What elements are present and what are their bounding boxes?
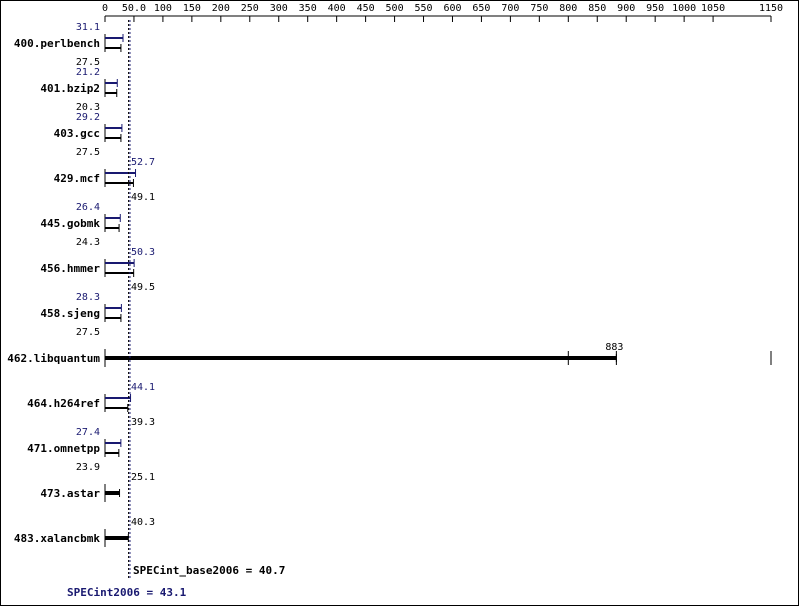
base-value-label: 27.5 xyxy=(76,147,100,158)
x-tick-label: 1050 xyxy=(701,3,725,14)
x-tick-label: 400 xyxy=(328,3,346,14)
x-tick-label: 300 xyxy=(270,3,288,14)
x-tick-label: 850 xyxy=(588,3,606,14)
base-score-label: SPECint_base2006 = 40.7 xyxy=(133,564,285,577)
peak-value-label: 28.3 xyxy=(76,292,100,303)
x-tick-label: 250 xyxy=(241,3,259,14)
peak-value-label: 29.2 xyxy=(76,112,100,123)
benchmark-label: 445.gobmk xyxy=(40,217,100,230)
peak-value-label: 52.7 xyxy=(131,157,155,168)
base-value-label: 40.3 xyxy=(131,517,155,528)
x-tick-label: 1000 xyxy=(672,3,696,14)
x-tick-label: 50.0 xyxy=(122,3,146,14)
x-tick-label: 150 xyxy=(183,3,201,14)
x-tick-label: 100 xyxy=(154,3,172,14)
benchmark-label: 400.perlbench xyxy=(14,37,100,50)
x-tick-label: 450 xyxy=(357,3,375,14)
benchmark-label: 403.gcc xyxy=(54,127,100,140)
base-value-label: 24.3 xyxy=(76,237,100,248)
x-tick-label: 1150 xyxy=(759,3,783,14)
x-tick-label: 800 xyxy=(559,3,577,14)
base-value-label: 25.1 xyxy=(131,472,155,483)
x-tick-label: 600 xyxy=(443,3,461,14)
base-value-label: 883 xyxy=(605,342,623,353)
peak-score-label: SPECint2006 = 43.1 xyxy=(67,586,187,599)
x-tick-label: 950 xyxy=(646,3,664,14)
benchmark-label: 483.xalancbmk xyxy=(14,532,100,545)
x-tick-label: 350 xyxy=(299,3,317,14)
x-tick-label: 200 xyxy=(212,3,230,14)
base-value-label: 49.1 xyxy=(131,192,155,203)
peak-value-label: 26.4 xyxy=(76,202,100,213)
x-tick-label: 500 xyxy=(386,3,404,14)
x-tick-label: 550 xyxy=(414,3,432,14)
base-value-label: 49.5 xyxy=(131,282,155,293)
peak-value-label: 31.1 xyxy=(76,22,100,33)
x-tick-label: 900 xyxy=(617,3,635,14)
base-value-label: 27.5 xyxy=(76,57,100,68)
peak-value-label: 27.4 xyxy=(76,427,100,438)
benchmark-label: 458.sjeng xyxy=(40,307,100,320)
benchmark-label: 456.hmmer xyxy=(40,262,100,275)
x-tick-label: 750 xyxy=(530,3,548,14)
benchmark-label: 401.bzip2 xyxy=(40,82,100,95)
x-tick-label: 650 xyxy=(472,3,490,14)
x-tick-label: 700 xyxy=(501,3,519,14)
benchmark-label: 429.mcf xyxy=(54,172,100,185)
base-value-label: 39.3 xyxy=(131,417,155,428)
benchmark-label: 464.h264ref xyxy=(27,397,100,410)
benchmark-label: 471.omnetpp xyxy=(27,442,100,455)
peak-value-label: 50.3 xyxy=(131,247,155,258)
benchmark-label: 473.astar xyxy=(40,487,100,500)
peak-value-label: 21.2 xyxy=(76,67,100,78)
base-value-label: 27.5 xyxy=(76,327,100,338)
benchmark-label: 462.libquantum xyxy=(7,352,100,365)
peak-value-label: 44.1 xyxy=(131,382,155,393)
base-value-label: 23.9 xyxy=(76,462,100,473)
x-tick-label: 0 xyxy=(102,3,108,14)
base-value-label: 20.3 xyxy=(76,102,100,113)
